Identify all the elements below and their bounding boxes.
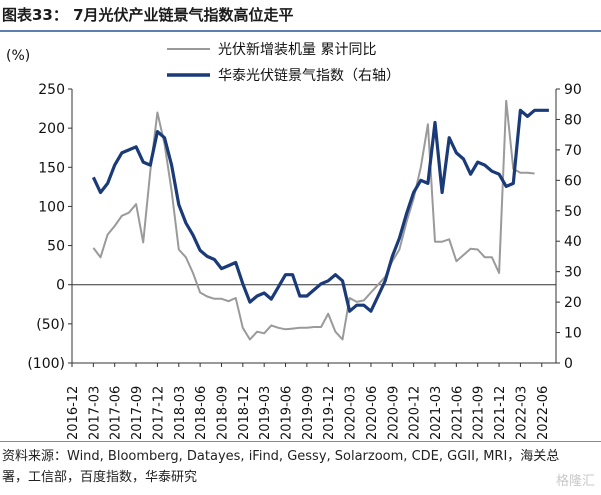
right-tick-label: 10 — [564, 326, 582, 342]
x-tick-label: 2017-06 — [109, 386, 124, 440]
x-tick-label: 2018-06 — [194, 386, 209, 440]
x-tick-label: 2017-12 — [151, 386, 166, 440]
left-tick-label: 150 — [38, 160, 65, 176]
x-tick-label: 2019-09 — [301, 386, 316, 440]
left-tick-label: 250 — [38, 82, 65, 98]
left-tick-label: (100) — [27, 356, 65, 372]
left-tick-label: (50) — [36, 317, 65, 333]
x-tick-label: 2016-12 — [66, 386, 81, 440]
x-tick-label: 2019-06 — [280, 386, 295, 440]
left-tick-label: 0 — [56, 278, 65, 294]
figure-title: 图表33： 7月光伏产业链景气指数高位走平 — [2, 6, 294, 24]
right-tick-label: 30 — [564, 265, 582, 281]
x-tick-label: 2019-12 — [322, 386, 337, 440]
x-tick-label: 2020-09 — [386, 386, 401, 440]
x-tick-label: 2018-09 — [215, 386, 230, 440]
title-divider — [0, 30, 601, 32]
left-tick-label: 100 — [38, 199, 65, 215]
right-tick-label: 70 — [564, 143, 582, 159]
right-tick-label: 20 — [564, 295, 582, 311]
x-tick-label: 2020-03 — [344, 386, 359, 440]
x-tick-label: 2017-03 — [87, 386, 102, 440]
x-tick-label: 2019-03 — [258, 386, 273, 440]
legend-label: 华泰光伏链景气指数（右轴） — [218, 68, 400, 84]
right-tick-label: 90 — [564, 82, 582, 98]
x-tick-label: 2021-06 — [450, 386, 465, 440]
chart-area: (100) (50) 0 50 100 150 200 250 (%) 0 10 20 30 40 50 60… — [6, 42, 582, 440]
right-tick-label: 60 — [564, 173, 582, 189]
x-tick-label: 2022-06 — [536, 386, 551, 440]
x-tick-label: 2021-09 — [472, 386, 487, 440]
x-tick-label: 2021-12 — [493, 386, 508, 440]
right-tick-label: 50 — [564, 204, 582, 220]
source-divider — [0, 441, 601, 442]
legend-label: 光伏新增装机量 累计同比 — [218, 42, 376, 58]
x-tick-label: 2022-03 — [514, 386, 529, 440]
watermark-logo: 格隆汇 — [555, 474, 595, 489]
x-tick-label: 2020-06 — [365, 386, 380, 440]
source-note: 资料来源：Wind, Bloomberg, Datayes, iFind, Ge… — [2, 449, 560, 485]
right-tick-label: 80 — [564, 112, 582, 128]
x-tick-label: 2021-03 — [429, 386, 444, 440]
series-line-installation — [92, 99, 535, 341]
right-tick-label: 40 — [564, 234, 582, 250]
right-tick-label: 0 — [564, 356, 573, 372]
left-axis-unit: (%) — [6, 48, 30, 64]
x-tick-label: 2018-12 — [237, 386, 252, 440]
x-tick-label: 2017-09 — [130, 386, 145, 440]
series-line-index — [91, 108, 549, 313]
x-tick-label: 2020-12 — [408, 386, 423, 440]
left-tick-label: 50 — [47, 239, 65, 255]
x-tick-label: 2018-03 — [173, 386, 188, 440]
left-tick-label: 200 — [38, 121, 65, 137]
